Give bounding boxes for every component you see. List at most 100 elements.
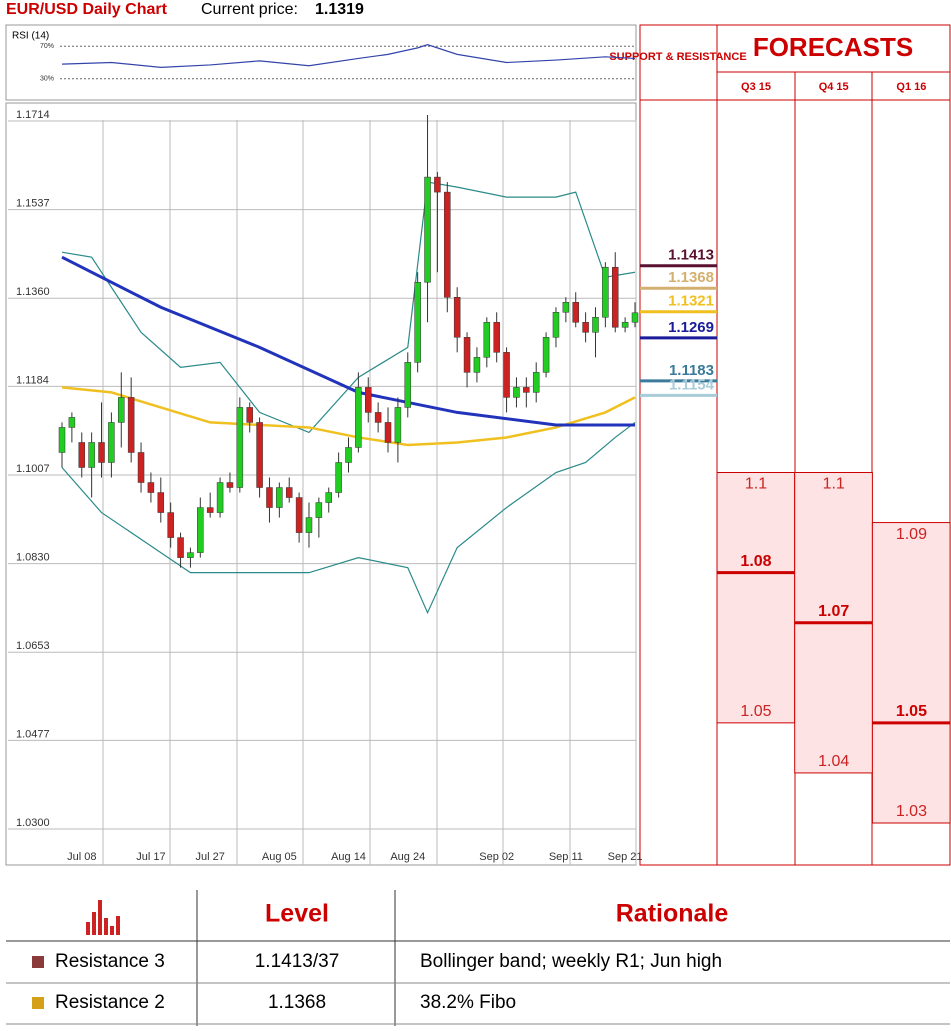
row-name: Resistance 2: [55, 992, 165, 1013]
candle-body: [503, 352, 510, 398]
price: 1.1319: [315, 1, 364, 18]
sr-label: 1.1183: [669, 362, 714, 379]
candle-body: [523, 387, 530, 393]
candle-body: [473, 357, 481, 373]
candle-body: [463, 337, 471, 373]
table-header: Level: [265, 900, 329, 928]
sr-label: 1.1269: [668, 319, 714, 336]
candle-body: [167, 512, 174, 538]
y-tick-label: 1.0830: [16, 552, 50, 564]
forecast-high: 1.1: [745, 476, 767, 493]
table-header: Rationale: [616, 900, 729, 928]
y-tick-label: 1.1537: [16, 198, 50, 210]
sr-label: 1.1154: [669, 376, 715, 393]
candle-body: [404, 362, 412, 408]
candle-body: [157, 492, 165, 513]
y-tick-label: 1.1360: [16, 286, 50, 298]
row-rationale: Bollinger band; weekly R1; Jun high: [420, 951, 722, 972]
chart-title: EUR/USD Daily Chart: [6, 1, 168, 18]
forecast-low: 1.03: [896, 803, 927, 820]
x-tick-label: Jul 17: [136, 851, 165, 863]
candle-body: [444, 191, 451, 298]
y-tick-label: 1.0477: [16, 728, 50, 740]
candle-body: [285, 487, 293, 498]
row-name: Resistance 3: [55, 951, 165, 972]
candle-body: [276, 487, 283, 508]
rsi-tick-label: 70%: [40, 43, 54, 50]
candle-body: [434, 176, 441, 193]
sr-label: 1.1413: [668, 247, 714, 264]
x-tick-label: Sep 02: [479, 851, 514, 863]
candle-body: [256, 422, 263, 488]
forecast-range: [716, 472, 796, 724]
candle-body: [325, 492, 332, 503]
candle-body: [621, 322, 629, 328]
v-grid: [102, 120, 637, 865]
y-tick-label: 1.1007: [16, 463, 50, 475]
candle-body: [216, 482, 224, 513]
x-tick-label: Aug 05: [262, 851, 297, 863]
candle-body: [513, 387, 520, 398]
sr-label: 1.1321: [668, 293, 714, 310]
chart-frame: [5, 102, 637, 866]
candle-body: [98, 442, 105, 463]
candle-body: [562, 302, 570, 313]
candle-body: [631, 312, 639, 323]
x-tick-label: Sep 21: [608, 851, 643, 863]
y-tick-label: 1.1184: [16, 374, 49, 386]
forecast-title: FORECASTS: [753, 32, 913, 62]
row-rationale: 38.2% Fibo: [420, 992, 516, 1013]
candle-body: [118, 397, 125, 423]
candle-body: [197, 507, 204, 553]
candle-body: [246, 407, 253, 423]
candle-body: [365, 387, 372, 413]
price-label: Current price:: [201, 1, 298, 18]
candle-body: [394, 407, 402, 443]
forecast-mid-label: 1.05: [896, 703, 927, 720]
rsi-tick-label: 30%: [40, 76, 54, 83]
candle-body: [187, 552, 194, 558]
forecast-low: 1.05: [740, 703, 771, 720]
candle-body: [483, 322, 491, 358]
x-tick-label: Aug 24: [390, 851, 425, 863]
candle-body: [355, 387, 362, 448]
candle-body: [374, 412, 382, 423]
y-tick-label: 1.1714: [16, 109, 50, 121]
candle-body: [295, 497, 303, 533]
x-tick-label: Aug 14: [331, 851, 366, 863]
candle-body: [68, 417, 76, 428]
candle-body: [542, 337, 550, 373]
x-tick-label: Jul 27: [196, 851, 225, 863]
candle-body: [335, 462, 342, 493]
candle-body: [453, 297, 461, 338]
candle-body: [345, 447, 352, 463]
candle-body: [58, 427, 66, 453]
x-tick-label: Jul 08: [67, 851, 96, 863]
forecast-range: [871, 522, 951, 824]
overlay-line: [61, 181, 636, 434]
candle-body: [177, 537, 184, 558]
candle-body: [602, 266, 609, 318]
candle-body: [424, 176, 431, 283]
candle-body: [127, 397, 135, 453]
table-lines: [6, 890, 950, 1026]
forecast-high: 1.1: [823, 476, 845, 493]
forecast-mid-label: 1.07: [818, 603, 849, 620]
row-level: 1.1368: [268, 992, 326, 1013]
overlay-line: [61, 386, 636, 447]
candle-body: [611, 266, 619, 328]
candle-body: [414, 281, 421, 363]
row-level: 1.1413/37: [255, 951, 340, 972]
sr-label: 1.1368: [668, 269, 714, 286]
y-tick-label: 1.0653: [16, 640, 50, 652]
candle-body: [592, 317, 599, 333]
forecast-mid-label: 1.08: [740, 553, 771, 570]
candle-body: [226, 482, 234, 488]
candle-body: [108, 422, 115, 463]
overlay-line: [61, 421, 636, 615]
candle-body: [147, 482, 155, 493]
forecast-column: Q1 16: [896, 81, 926, 93]
forecast-high: 1.09: [896, 526, 927, 543]
